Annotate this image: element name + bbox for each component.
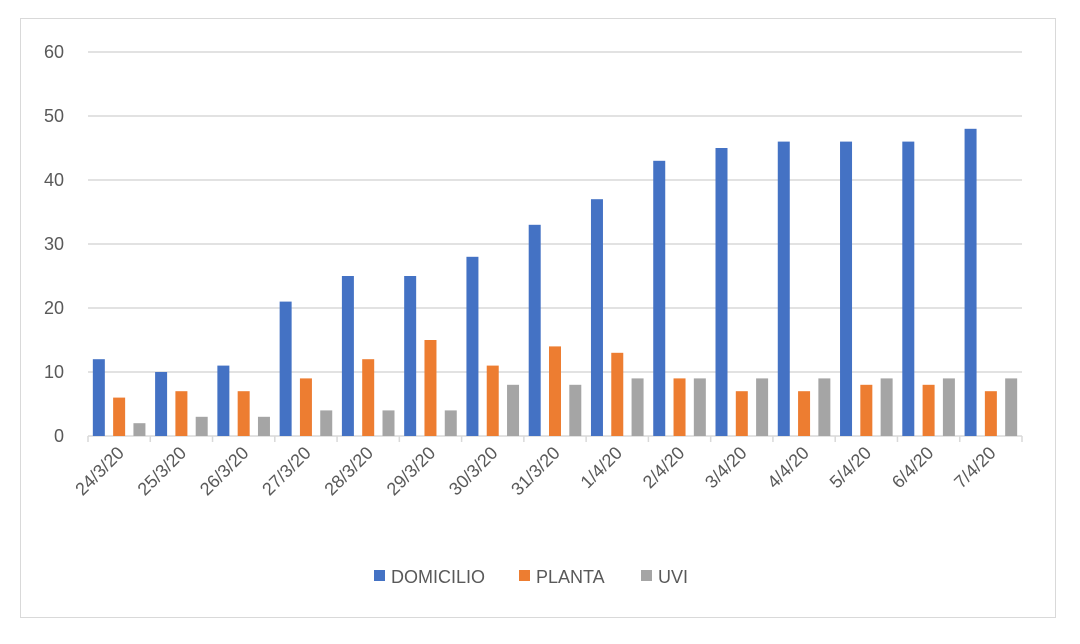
x-tick-label: 24/3/20: [71, 443, 128, 500]
bar-planta-30/3/20: [486, 365, 499, 436]
bar-planta-24/3/20: [113, 397, 126, 436]
bar-planta-26/3/20: [237, 391, 250, 436]
bar-uvi-30/3/20: [507, 384, 520, 436]
x-tick-label: 31/3/20: [507, 443, 564, 500]
bar-domicilio-31/3/20: [528, 224, 541, 436]
y-tick-label: 0: [54, 426, 64, 446]
x-tick-label: 27/3/20: [258, 443, 315, 500]
bar-planta-29/3/20: [424, 340, 437, 436]
bar-planta-5/4/20: [860, 384, 873, 436]
legend-swatch-uvi: [641, 570, 652, 581]
bar-domicilio-4/4/20: [777, 141, 790, 436]
bar-uvi-27/3/20: [320, 410, 333, 436]
bar-domicilio-24/3/20: [92, 359, 105, 436]
bar-domicilio-6/4/20: [902, 141, 915, 436]
x-tick-label: 6/4/20: [888, 443, 938, 493]
bar-uvi-2/4/20: [693, 378, 706, 436]
bar-uvi-29/3/20: [444, 410, 457, 436]
bar-planta-31/3/20: [549, 346, 561, 436]
legend-swatch-planta: [519, 570, 530, 581]
y-tick-label: 60: [44, 42, 64, 62]
bar-uvi-3/4/20: [756, 378, 769, 436]
y-tick-label: 50: [44, 106, 64, 126]
bar-uvi-7/4/20: [1005, 378, 1018, 436]
y-tick-label: 30: [44, 234, 64, 254]
bar-uvi-31/3/20: [569, 384, 582, 436]
bar-planta-27/3/20: [299, 378, 312, 436]
bar-uvi-28/3/20: [382, 410, 395, 436]
bar-planta-4/4/20: [798, 391, 811, 436]
bar-planta-2/4/20: [673, 378, 686, 436]
x-tick-label: 25/3/20: [134, 443, 191, 500]
x-tick-label: 1/4/20: [577, 443, 627, 493]
x-tick-label: 3/4/20: [701, 443, 751, 493]
bar-domicilio-25/3/20: [155, 372, 168, 436]
bar-uvi-25/3/20: [195, 416, 208, 436]
bar-planta-1/4/20: [611, 352, 624, 436]
x-tick-label: 26/3/20: [196, 443, 253, 500]
bar-domicilio-29/3/20: [404, 276, 417, 436]
legend-label-planta: PLANTA: [536, 567, 605, 587]
bar-planta-6/4/20: [922, 384, 935, 436]
bar-uvi-4/4/20: [818, 378, 831, 436]
bar-uvi-24/3/20: [133, 423, 146, 436]
bar-planta-28/3/20: [362, 359, 375, 436]
bar-domicilio-26/3/20: [217, 365, 230, 436]
y-tick-label: 40: [44, 170, 64, 190]
bar-domicilio-30/3/20: [466, 256, 479, 436]
x-tick-label: 4/4/20: [763, 443, 813, 493]
x-tick-label: 2/4/20: [639, 443, 689, 493]
bar-domicilio-3/4/20: [715, 148, 728, 436]
bar-planta-25/3/20: [175, 391, 188, 436]
x-tick-label: 29/3/20: [383, 443, 440, 500]
bar-domicilio-27/3/20: [279, 301, 292, 436]
bar-domicilio-2/4/20: [653, 160, 666, 437]
x-tick-label: 30/3/20: [445, 443, 502, 500]
bar-uvi-26/3/20: [257, 416, 270, 436]
bar-domicilio-28/3/20: [341, 276, 354, 436]
y-tick-label: 20: [44, 298, 64, 318]
bar-domicilio-5/4/20: [840, 141, 853, 436]
legend-label-uvi: UVI: [658, 567, 688, 587]
bar-domicilio-7/4/20: [964, 128, 977, 437]
bar-uvi-6/4/20: [942, 378, 955, 436]
bar-planta-3/4/20: [735, 391, 748, 436]
bar-uvi-1/4/20: [631, 378, 644, 436]
x-tick-label: 28/3/20: [320, 443, 377, 500]
y-tick-label: 10: [44, 362, 64, 382]
legend-swatch-domicilio: [374, 570, 385, 581]
chart-frame: [20, 18, 1056, 618]
legend-label-domicilio: DOMICILIO: [391, 567, 485, 587]
bar-uvi-5/4/20: [880, 378, 893, 436]
x-tick-label: 5/4/20: [826, 443, 876, 493]
x-tick-label: 7/4/20: [950, 443, 1000, 493]
bar-planta-7/4/20: [984, 391, 997, 436]
bar-domicilio-1/4/20: [590, 199, 603, 436]
